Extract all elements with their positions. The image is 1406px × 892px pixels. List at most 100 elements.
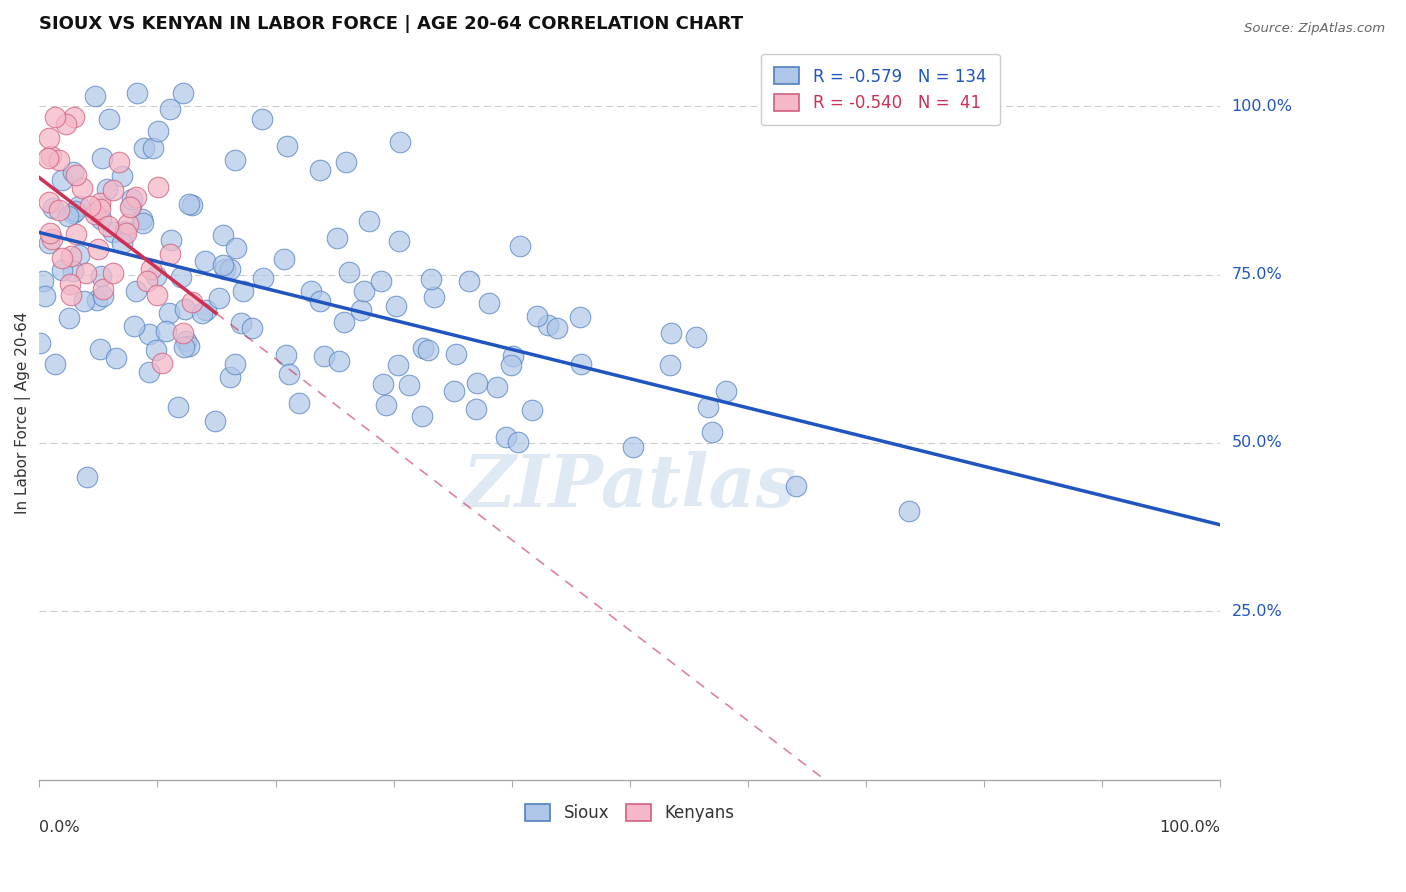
Point [90, 212, 112, 227]
Point [75, 266, 97, 280]
Point [170, 269, 193, 284]
Point [159, 102, 181, 116]
Point [191, 306, 214, 320]
Point [142, 141, 165, 155]
Point [91, 282, 114, 296]
Point [122, 318, 145, 333]
Point [501, 358, 523, 372]
Point [87, 243, 110, 257]
Text: SIOUX VS KENYAN IN LABOR FORCE | AGE 20-64 CORRELATION CHART: SIOUX VS KENYAN IN LABOR FORCE | AGE 20-… [39, 15, 744, 33]
Point [273, 252, 295, 266]
Point [146, 124, 169, 138]
Point [714, 384, 737, 398]
Point [422, 290, 444, 304]
Point [398, 378, 420, 392]
Point [155, 324, 177, 338]
Point [65, 227, 87, 242]
Point [37, 151, 59, 165]
Point [41, 232, 63, 246]
Point [62, 206, 84, 220]
Point [41, 202, 63, 216]
Point [114, 224, 136, 238]
Point [72, 181, 94, 195]
Point [229, 316, 252, 330]
Point [502, 349, 524, 363]
Point [420, 272, 443, 286]
Point [309, 162, 332, 177]
Point [58, 209, 80, 223]
Point [62, 165, 84, 179]
Point [30, 336, 52, 351]
Legend: Sioux, Kenyans: Sioux, Kenyans [517, 795, 742, 830]
Point [224, 153, 246, 167]
Text: 25.0%: 25.0% [1232, 604, 1282, 619]
Text: 50.0%: 50.0% [1232, 435, 1282, 450]
Point [117, 217, 139, 231]
Point [136, 274, 159, 288]
Text: ZIPatlas: ZIPatlas [463, 450, 797, 522]
Point [63, 204, 86, 219]
Point [120, 199, 142, 213]
Point [465, 376, 488, 390]
Point [103, 266, 125, 280]
Point [138, 326, 160, 341]
Point [39, 227, 62, 241]
Point [370, 274, 392, 288]
Point [412, 341, 434, 355]
Point [89, 196, 111, 211]
Point [172, 86, 194, 100]
Point [60, 248, 83, 262]
Point [51, 173, 73, 187]
Point [252, 112, 274, 126]
Point [335, 155, 357, 169]
Point [659, 326, 682, 340]
Text: Source: ZipAtlas.com: Source: ZipAtlas.com [1244, 22, 1385, 36]
Point [31, 274, 53, 288]
Point [495, 430, 517, 444]
Point [333, 315, 356, 329]
Point [478, 296, 501, 310]
Point [91, 152, 114, 166]
Point [138, 365, 160, 379]
Point [685, 330, 707, 344]
Point [59, 277, 82, 291]
Point [416, 343, 439, 358]
Point [108, 155, 131, 169]
Point [621, 441, 644, 455]
Point [60, 288, 83, 302]
Point [526, 309, 548, 323]
Point [274, 348, 297, 362]
Point [145, 268, 167, 283]
Point [79, 199, 101, 213]
Point [118, 200, 141, 214]
Point [38, 131, 60, 145]
Point [252, 271, 274, 285]
Point [157, 306, 180, 320]
Point [508, 434, 530, 449]
Point [212, 258, 235, 272]
Point [96, 182, 118, 196]
Point [177, 339, 200, 353]
Point [38, 195, 60, 210]
Point [301, 285, 323, 299]
Point [240, 321, 263, 335]
Point [89, 342, 111, 356]
Point [41, 149, 63, 163]
Point [104, 351, 127, 365]
Point [48, 153, 70, 167]
Point [58, 311, 80, 326]
Point [63, 111, 86, 125]
Point [389, 135, 412, 149]
Point [125, 190, 148, 204]
Point [522, 402, 544, 417]
Point [173, 340, 195, 354]
Point [167, 400, 190, 414]
Point [569, 357, 592, 371]
Point [55, 117, 77, 131]
Point [121, 192, 143, 206]
Point [44, 357, 66, 371]
Point [180, 198, 202, 212]
Point [51, 251, 73, 265]
Point [195, 303, 218, 318]
Point [103, 225, 125, 239]
